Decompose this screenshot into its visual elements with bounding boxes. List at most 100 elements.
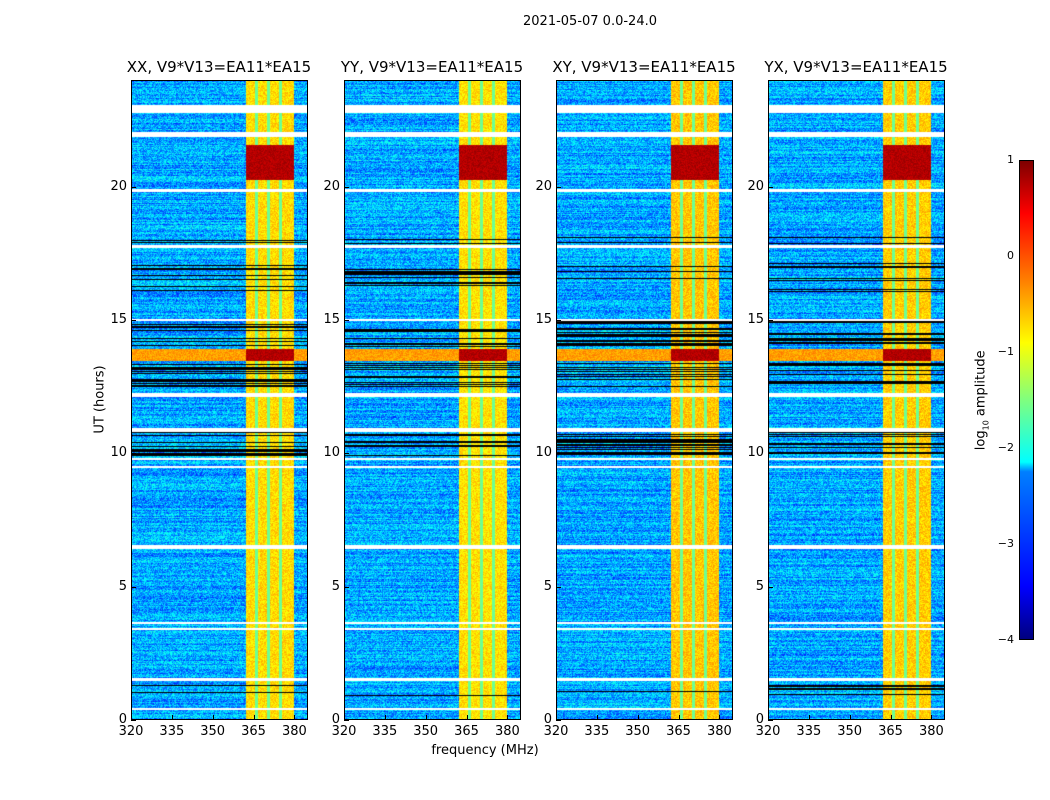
- x-tick-mark: [890, 715, 892, 720]
- x-tick-label: 350: [200, 724, 226, 739]
- y-tick-mark: [131, 586, 136, 588]
- x-tick-mark: [212, 715, 214, 720]
- y-tick-label: 0: [543, 712, 552, 727]
- y-axis-label: UT (hours): [92, 365, 108, 434]
- x-tick-label: 335: [372, 724, 398, 739]
- x-tick-label: 335: [159, 724, 185, 739]
- y-tick-mark: [344, 186, 349, 188]
- y-tick-mark: [768, 720, 773, 721]
- y-tick-label: 5: [755, 578, 764, 594]
- panel-title: XY, V9*V13=EA11*EA15: [552, 58, 736, 76]
- colorbar-tick-label: −2: [997, 441, 1014, 454]
- heatmap-image: [132, 81, 307, 719]
- y-tick-label: 0: [118, 712, 127, 727]
- y-tick-label: 10: [110, 445, 127, 461]
- y-tick-label: 15: [535, 312, 552, 327]
- y-tick-label: 10: [747, 445, 764, 461]
- colorbar-tick-label: −3: [997, 537, 1014, 550]
- y-tick-label: 0: [331, 712, 340, 727]
- y-tick-label: 10: [535, 445, 552, 461]
- heatmap-panel: [344, 80, 521, 720]
- x-tick-label: 335: [796, 724, 822, 739]
- x-tick-mark: [425, 715, 427, 720]
- x-tick-label: 320: [331, 724, 357, 739]
- y-tick-mark: [131, 320, 136, 321]
- y-tick-label: 10: [323, 445, 340, 461]
- y-tick-label: 0: [755, 712, 764, 727]
- y-tick-label: 5: [331, 578, 340, 594]
- y-tick-label: 20: [747, 178, 764, 194]
- x-tick-label: 350: [625, 724, 651, 739]
- x-tick-label: 380: [494, 724, 520, 739]
- x-tick-label: 320: [118, 724, 144, 739]
- y-tick-label: 5: [543, 578, 552, 594]
- y-tick-label: 15: [323, 312, 340, 327]
- x-tick-label: 350: [837, 724, 863, 739]
- x-tick-label: 380: [706, 724, 732, 739]
- x-tick-mark: [637, 715, 639, 720]
- x-tick-label: 365: [878, 724, 903, 739]
- heatmap-panel: [768, 80, 945, 720]
- x-tick-mark: [678, 715, 680, 720]
- colorbar: [1019, 160, 1034, 640]
- y-tick-label: 15: [110, 312, 127, 327]
- heatmap-image: [557, 81, 732, 719]
- y-tick-mark: [556, 586, 561, 588]
- colorbar-tick-label: −4: [997, 633, 1014, 646]
- x-tick-label: 365: [454, 724, 479, 739]
- y-tick-mark: [556, 320, 561, 321]
- y-tick-mark: [556, 720, 561, 721]
- x-tick-mark: [556, 715, 557, 720]
- y-tick-label: 5: [118, 578, 127, 594]
- x-tick-mark: [768, 715, 769, 720]
- y-tick-mark: [556, 186, 561, 188]
- x-axis-label: frequency (MHz): [431, 743, 539, 758]
- x-tick-label: 365: [241, 724, 266, 739]
- x-tick-label: 380: [281, 724, 307, 739]
- x-tick-label: 350: [413, 724, 439, 739]
- heatmap-panel: [131, 80, 308, 720]
- x-tick-mark: [253, 715, 255, 720]
- y-tick-mark: [344, 453, 349, 455]
- x-tick-mark: [294, 715, 296, 720]
- figure-title: 2021-05-07 0.0-24.0: [523, 14, 657, 29]
- x-tick-mark: [596, 715, 598, 720]
- y-tick-mark: [344, 586, 349, 588]
- x-tick-mark: [931, 715, 933, 720]
- x-tick-label: 335: [584, 724, 610, 739]
- x-tick-mark: [849, 715, 851, 720]
- y-tick-mark: [768, 453, 773, 455]
- heatmap-image: [345, 81, 520, 719]
- x-tick-mark: [171, 715, 173, 720]
- heatmap-image: [769, 81, 944, 719]
- y-tick-mark: [556, 453, 561, 455]
- x-tick-label: 320: [755, 724, 781, 739]
- x-tick-label: 380: [918, 724, 944, 739]
- panel-title: XX, V9*V13=EA11*EA15: [126, 58, 312, 76]
- y-tick-mark: [344, 320, 349, 321]
- y-tick-mark: [768, 586, 773, 588]
- x-tick-mark: [344, 715, 345, 720]
- x-tick-mark: [384, 715, 386, 720]
- y-tick-label: 15: [747, 312, 764, 327]
- y-tick-mark: [768, 186, 773, 188]
- colorbar-label: log10 amplitude: [973, 350, 991, 451]
- x-tick-label: 320: [543, 724, 569, 739]
- y-tick-label: 20: [535, 178, 552, 194]
- panel-title: YX, V9*V13=EA11*EA15: [764, 58, 948, 76]
- y-tick-mark: [344, 720, 349, 721]
- y-tick-label: 20: [110, 178, 127, 194]
- y-tick-label: 20: [323, 178, 340, 194]
- colorbar-tick-label: 0: [1007, 249, 1014, 262]
- x-tick-mark: [719, 715, 721, 720]
- y-tick-mark: [768, 320, 773, 321]
- x-tick-mark: [808, 715, 810, 720]
- x-tick-mark: [507, 715, 509, 720]
- y-tick-mark: [131, 453, 136, 455]
- colorbar-tick-label: −1: [997, 345, 1014, 358]
- x-tick-label: 365: [666, 724, 691, 739]
- heatmap-panel: [556, 80, 733, 720]
- x-tick-mark: [466, 715, 468, 720]
- y-tick-mark: [131, 186, 136, 188]
